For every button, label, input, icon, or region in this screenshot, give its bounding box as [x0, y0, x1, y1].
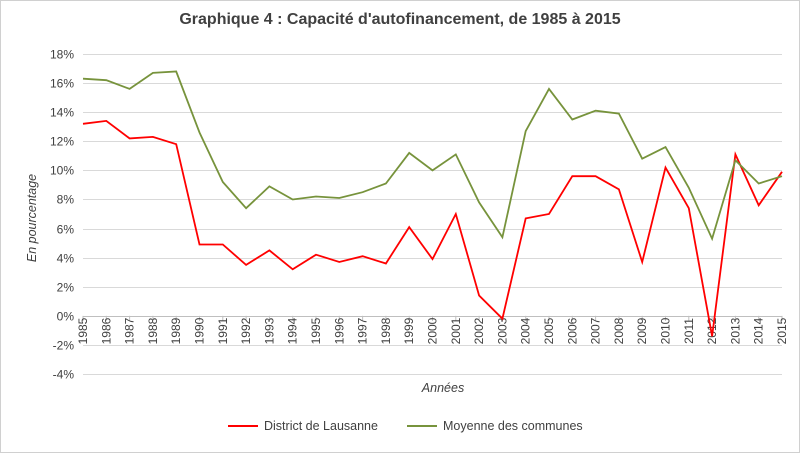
x-tick-label: 2005 — [542, 317, 556, 344]
x-tick-label: 2003 — [495, 317, 509, 344]
x-tick-label: 2014 — [752, 317, 766, 344]
legend-label: Moyenne des communes — [443, 419, 583, 433]
y-tick-label: 6% — [57, 223, 75, 237]
x-tick-label: 2004 — [519, 317, 533, 344]
series-line-0 — [82, 119, 783, 337]
series-lines — [82, 70, 783, 337]
x-tick-label: 1996 — [332, 317, 346, 344]
chart-title: Graphique 4 : Capacité d'autofinancement… — [179, 11, 620, 28]
series-line-1 — [82, 70, 783, 242]
x-tick-label: 1985 — [76, 317, 90, 344]
y-tick-label: 0% — [57, 310, 75, 324]
legend: District de Lausanne Moyenne des communes — [228, 419, 583, 433]
y-tick-label: 16% — [50, 77, 74, 91]
x-tick-label: 1988 — [146, 317, 160, 344]
y-tick-label: 10% — [50, 164, 74, 178]
y-tick-label: 18% — [50, 48, 74, 62]
y-tick-label: 12% — [50, 135, 74, 149]
y-tick-label: 4% — [57, 252, 75, 266]
x-tick-label: 1999 — [402, 317, 416, 344]
x-tick-label: 2002 — [472, 317, 486, 344]
y-axis-title: En pourcentage — [25, 174, 39, 262]
x-tick-label: 1989 — [169, 317, 183, 344]
y-tick-label: 14% — [50, 106, 74, 120]
x-tick-label: 2013 — [728, 317, 742, 344]
y-tick-label: 8% — [57, 193, 75, 207]
x-tick-label: 2001 — [449, 317, 463, 344]
x-tick-label: 2006 — [565, 317, 579, 344]
x-tick-label: 2011 — [682, 318, 696, 344]
y-tick-label: -2% — [53, 339, 75, 353]
x-tick-label: 2007 — [589, 317, 603, 344]
x-axis-title: Années — [421, 381, 464, 395]
x-tick-label: 1991 — [216, 317, 230, 344]
x-tick-label: 2000 — [426, 317, 440, 344]
x-tick-label: 1997 — [356, 317, 370, 344]
x-tick-label: 1987 — [123, 317, 137, 344]
x-tick-label: 2008 — [612, 317, 626, 344]
x-tick-label: 2010 — [659, 317, 673, 344]
x-tick-label: 1990 — [193, 317, 207, 344]
y-tick-label: 2% — [57, 281, 75, 295]
x-tick-label: 1998 — [379, 317, 393, 344]
x-tick-label: 1986 — [99, 317, 113, 344]
y-tick-label: -4% — [53, 368, 75, 382]
legend-label: District de Lausanne — [264, 419, 378, 433]
x-tick-label: 2015 — [775, 317, 789, 344]
x-tick-label: 1994 — [286, 317, 300, 344]
y-axis-ticks: -4% -2% 0% 2% 4% 6% 8% 10% 12% 14% 16% 18% — [50, 48, 74, 382]
x-tick-label: 1992 — [239, 317, 253, 344]
x-axis-ticks: 1985 1986 1987 1988 1989 1990 1991 1992 1993 1994… — [76, 315, 789, 344]
x-tick-label: 1993 — [262, 317, 276, 344]
x-tick-label: 2009 — [635, 317, 649, 344]
x-tick-label: 1995 — [309, 317, 323, 344]
